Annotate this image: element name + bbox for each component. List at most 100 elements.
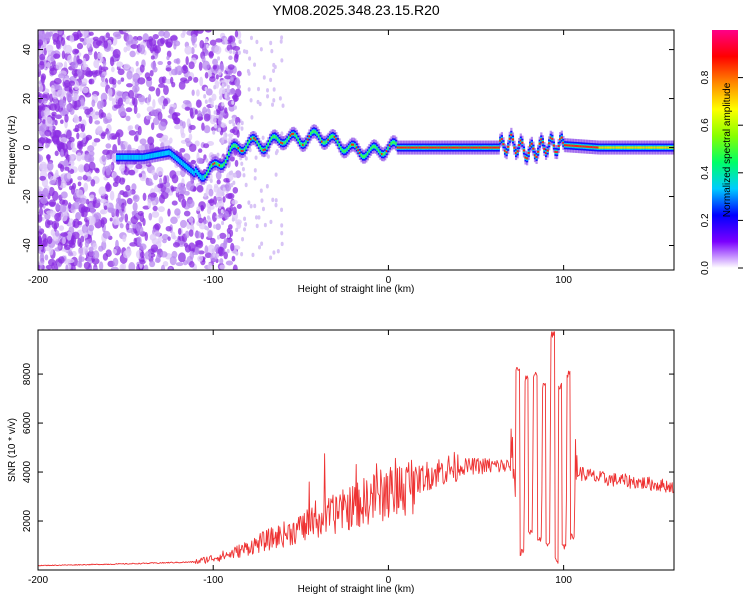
noise-speckle (93, 138, 101, 143)
noise-speckle (271, 197, 275, 203)
noise-speckle (157, 61, 163, 66)
ridge-band-peak (636, 146, 639, 149)
ridge-band-green (360, 153, 363, 157)
noise-speckle (137, 236, 142, 246)
noise-speckle (265, 184, 269, 189)
ridge-band-inner (188, 166, 191, 172)
noise-speckle (217, 56, 221, 61)
noise-speckle (276, 249, 280, 254)
noise-speckle (81, 64, 87, 71)
noise-speckle (55, 39, 61, 49)
ridge-band-peak (421, 146, 425, 149)
noise-speckle (253, 62, 257, 67)
ridge-band-peak (483, 146, 486, 149)
ridge-band-peak (321, 140, 324, 143)
noise-speckle (38, 97, 42, 104)
ridge-band-peak (611, 146, 614, 149)
noise-speckle (128, 130, 136, 136)
noise-speckle (147, 198, 152, 209)
noise-speckle (216, 152, 220, 157)
noise-speckle (242, 173, 246, 178)
noise-speckle (226, 248, 230, 254)
noise-speckle (196, 99, 202, 108)
noise-speckle (83, 261, 91, 270)
noise-speckle (124, 213, 129, 223)
ridge-band-green (267, 142, 270, 146)
noise-speckle (95, 111, 99, 116)
spectrogram-x-label: Height of straight line (km) (298, 284, 415, 295)
noise-speckle (142, 192, 147, 201)
noise-speckle (240, 161, 244, 167)
noise-speckle (163, 30, 171, 39)
ridge-band-peak (491, 146, 494, 149)
noise-speckle (236, 221, 242, 230)
ridge-band-peak (473, 146, 477, 149)
noise-speckle (167, 60, 172, 66)
ridge-band-peak (500, 138, 503, 141)
noise-speckle (226, 233, 230, 239)
ridge-band-inner (177, 157, 180, 163)
noise-speckle (128, 262, 136, 270)
ridge-band-green (343, 149, 346, 153)
ridge-band-green (286, 138, 289, 142)
ridge-band-peak (472, 146, 475, 149)
noise-speckle (198, 217, 204, 224)
noise-speckle (215, 171, 222, 180)
noise-speckle (62, 237, 66, 245)
ridge-band-peak (563, 144, 567, 147)
colorbar-tick-label: 0.6 (700, 118, 711, 132)
noise-speckle (53, 53, 61, 59)
noise-speckle (213, 195, 217, 205)
noise-speckle (78, 254, 83, 264)
noise-speckle (85, 198, 90, 205)
noise-speckle (41, 97, 48, 104)
ridge-band-peak (410, 146, 414, 149)
ridge-band-green (338, 143, 341, 147)
ridge-band-peak (212, 163, 215, 166)
noise-speckle (208, 188, 214, 197)
noise-speckle (105, 32, 111, 39)
ridge-band-peak (396, 146, 399, 149)
ridge-band-peak (604, 146, 608, 149)
noise-speckle (117, 192, 121, 203)
noise-speckle (91, 114, 99, 120)
snr-y-label: SNR (10 * v/v) (7, 418, 18, 482)
noise-speckle (186, 199, 195, 208)
ridge-band-peak (606, 146, 609, 149)
ridge-band-peak (559, 138, 562, 141)
ridge-band-inner (175, 156, 179, 162)
ridge-band-peak (291, 133, 294, 136)
noise-speckle (272, 62, 276, 68)
noise-speckle (188, 133, 193, 141)
ridge-band-peak (540, 138, 543, 141)
ridge-band-peak (593, 146, 597, 149)
noise-speckle (210, 252, 218, 262)
noise-speckle (204, 99, 208, 104)
noise-speckle (90, 179, 96, 187)
ridge-band-green (276, 137, 280, 141)
noise-speckle (60, 232, 68, 237)
noise-speckle (231, 217, 235, 222)
noise-speckle (146, 76, 152, 82)
noise-speckle (116, 91, 123, 97)
ridge-band-green (205, 172, 209, 176)
ridge-band-peak (409, 146, 412, 149)
noise-speckle (103, 205, 108, 210)
ridge-band-inner (130, 154, 133, 160)
noise-speckle (58, 142, 65, 152)
ridge-band-peak (448, 146, 451, 149)
noise-speckle (272, 87, 276, 92)
noise-speckle (172, 241, 180, 248)
colorbar-tick-label: 0.4 (700, 165, 711, 179)
ridge-band-peak (560, 136, 563, 139)
noise-speckle (56, 89, 64, 98)
noise-speckle (254, 155, 258, 160)
noise-speckle (170, 76, 174, 85)
noise-speckle (81, 224, 89, 234)
ridge-band-peak (510, 133, 513, 136)
ridge-band-peak (486, 146, 489, 149)
noise-speckle (79, 197, 87, 205)
noise-speckle (68, 185, 73, 191)
noise-speckle (68, 202, 72, 209)
ridge-band-green (248, 139, 251, 143)
